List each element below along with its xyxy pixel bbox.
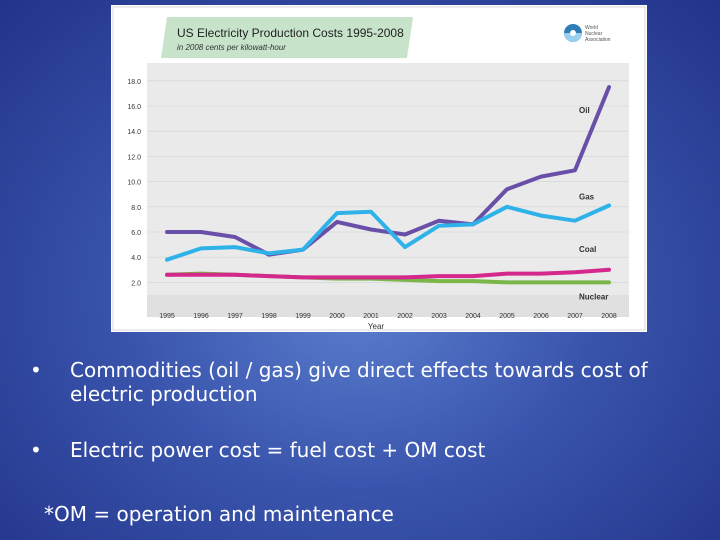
y-tick-label: 4.0 bbox=[131, 255, 141, 262]
x-tick-label: 2000 bbox=[329, 313, 345, 320]
electricity-cost-chart: US Electricity Production Costs 1995-200… bbox=[112, 6, 646, 331]
chart-subtitle: in 2008 cents per kilowatt-hour bbox=[177, 43, 286, 52]
logo-word: World bbox=[585, 25, 598, 31]
bullet-item-power-cost: • Electric power cost = fuel cost + OM c… bbox=[30, 438, 680, 462]
x-tick-label: 2007 bbox=[567, 313, 583, 320]
x-axis-band bbox=[147, 295, 629, 317]
chart-panel: US Electricity Production Costs 1995-200… bbox=[111, 5, 647, 332]
y-tick-label: 6.0 bbox=[131, 230, 141, 237]
x-tick-label: 1999 bbox=[295, 313, 311, 320]
series-label-coal: Coal bbox=[579, 245, 596, 254]
series-line-coal bbox=[165, 267, 611, 280]
world-nuclear-logo-icon bbox=[564, 24, 582, 42]
plot-area-background bbox=[147, 63, 629, 307]
x-axis-ticks: 1995 1996 1997 1998 1999 2000 2001 2002 2003 2004… bbox=[159, 313, 617, 320]
x-tick-label: 2005 bbox=[499, 313, 515, 320]
series-lines bbox=[165, 85, 611, 285]
x-tick-label: 2006 bbox=[533, 313, 549, 320]
y-axis-ticks: 2.0 4.0 6.0 8.0 10.0 12.0 14.0 16.0 18.0 bbox=[127, 79, 141, 288]
y-tick-label: 12.0 bbox=[127, 154, 141, 161]
x-tick-label: 2002 bbox=[397, 313, 413, 320]
x-tick-label: 1996 bbox=[193, 313, 209, 320]
x-axis-label: Year bbox=[368, 322, 385, 331]
series-label-nuclear: Nuclear bbox=[579, 292, 608, 301]
series-labels: Oil Gas Coal Nuclear bbox=[579, 106, 608, 301]
bullet-dot-icon: • bbox=[30, 438, 42, 462]
bullet-list: • Commodities (oil / gas) give direct ef… bbox=[30, 358, 680, 462]
x-tick-label: 2008 bbox=[601, 313, 617, 320]
logo-word: Association bbox=[585, 37, 611, 43]
y-tick-label: 8.0 bbox=[131, 205, 141, 212]
logo-word: Nuclear bbox=[585, 31, 603, 37]
y-tick-label: 14.0 bbox=[127, 129, 141, 136]
bullet-dot-icon: • bbox=[30, 358, 42, 382]
x-tick-label: 1998 bbox=[261, 313, 277, 320]
x-tick-label: 1995 bbox=[159, 313, 175, 320]
chart-title: US Electricity Production Costs 1995-200… bbox=[177, 26, 404, 40]
bullet-item-commodities: • Commodities (oil / gas) give direct ef… bbox=[30, 358, 680, 406]
x-tick-label: 2001 bbox=[363, 313, 379, 320]
series-line-gas bbox=[165, 203, 611, 262]
bullet-text: Electric power cost = fuel cost + OM cos… bbox=[70, 438, 486, 462]
x-tick-label: 2003 bbox=[431, 313, 447, 320]
y-tick-label: 18.0 bbox=[127, 79, 141, 86]
title-banner bbox=[161, 17, 413, 58]
y-tick-label: 10.0 bbox=[127, 180, 141, 187]
series-label-oil: Oil bbox=[579, 106, 590, 115]
y-tick-label: 16.0 bbox=[127, 104, 141, 111]
x-tick-label: 2004 bbox=[465, 313, 481, 320]
series-label-gas: Gas bbox=[579, 193, 595, 202]
footnote-om: *OM = operation and maintenance bbox=[44, 502, 394, 526]
x-tick-label: 1997 bbox=[227, 313, 243, 320]
y-tick-label: 2.0 bbox=[131, 280, 141, 287]
bullet-text: Commodities (oil / gas) give direct effe… bbox=[70, 358, 648, 406]
